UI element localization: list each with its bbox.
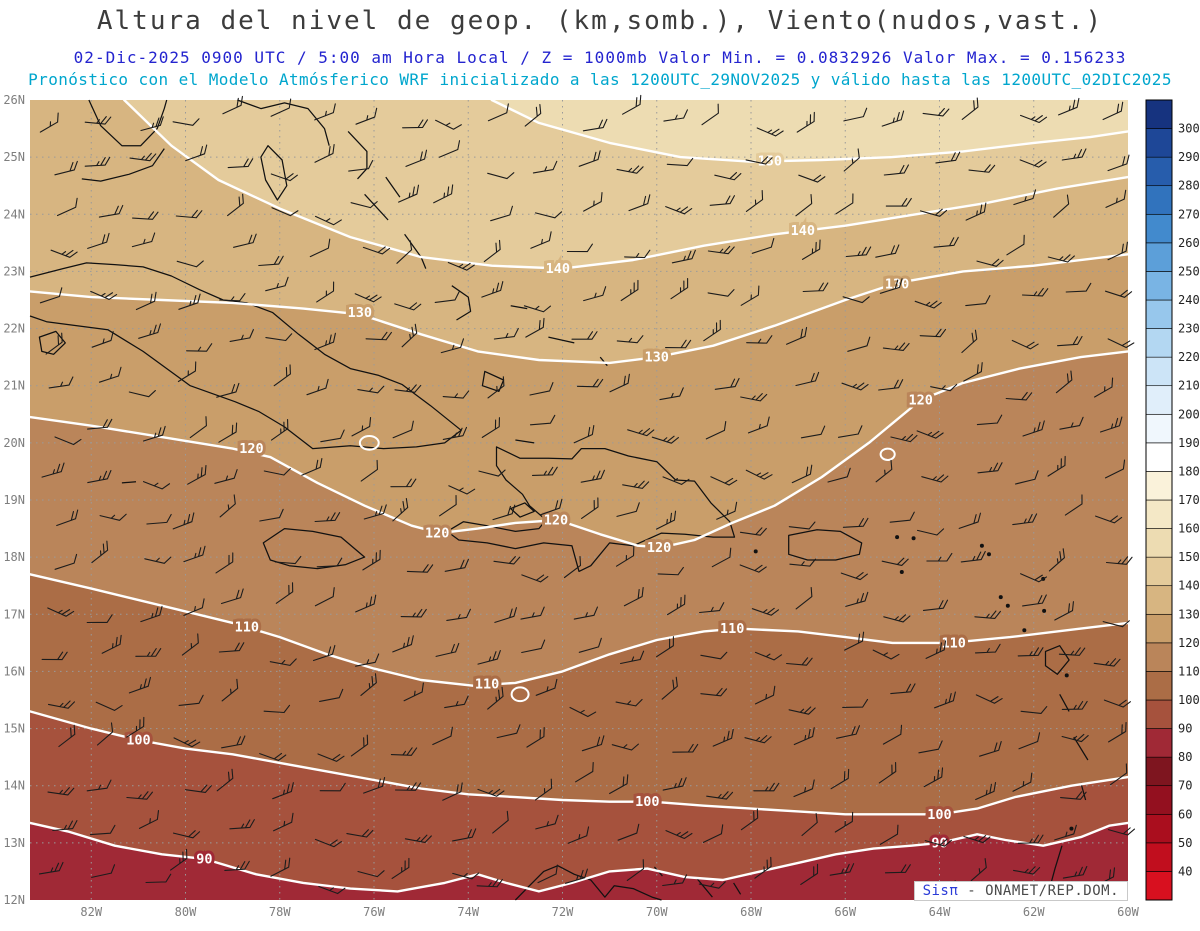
svg-text:82W: 82W (80, 905, 102, 919)
svg-text:140: 140 (791, 223, 815, 239)
svg-text:20N: 20N (3, 436, 25, 450)
svg-text:230: 230 (1178, 322, 1200, 336)
svg-text:130: 130 (645, 350, 669, 366)
svg-text:250: 250 (1178, 264, 1200, 278)
svg-text:72W: 72W (552, 905, 574, 919)
svg-text:80W: 80W (175, 905, 197, 919)
svg-text:290: 290 (1178, 150, 1200, 164)
svg-text:120: 120 (1178, 636, 1200, 650)
svg-text:120: 120 (647, 540, 671, 556)
svg-text:280: 280 (1178, 179, 1200, 193)
svg-text:270: 270 (1178, 207, 1200, 221)
svg-text:220: 220 (1178, 350, 1200, 364)
colorbar-labels: 40 50 60 70 80 90 100 110 120 130 140 150 160 170 180 1… (1178, 122, 1200, 879)
svg-text:150: 150 (758, 154, 782, 170)
page-title: Altura del nivel de geop. (km,somb.), Vi… (96, 6, 1104, 36)
svg-text:14N: 14N (3, 779, 25, 793)
svg-text:74W: 74W (457, 905, 479, 919)
svg-text:120: 120 (908, 393, 932, 409)
svg-text:160: 160 (1178, 522, 1200, 536)
svg-text:190: 190 (1178, 436, 1200, 450)
svg-text:110: 110 (941, 635, 965, 651)
svg-text:90: 90 (931, 835, 947, 851)
svg-text:60W: 60W (1117, 905, 1139, 919)
svg-text:23N: 23N (3, 264, 25, 278)
svg-text:180: 180 (1178, 464, 1200, 478)
svg-text:70W: 70W (646, 905, 668, 919)
svg-text:25N: 25N (3, 150, 25, 164)
colorbar: 40 50 60 70 80 90 100 110 120 130 140 150 160 170 180 1… (1145, 99, 1200, 901)
svg-text:13N: 13N (3, 836, 25, 850)
svg-text:70: 70 (1178, 779, 1192, 793)
svg-text:90: 90 (196, 851, 212, 867)
watermark: Sisπ - ONAMET/REP.DOM. (913, 881, 1128, 901)
svg-text:24N: 24N (3, 207, 25, 221)
svg-text:110: 110 (475, 677, 499, 693)
svg-text:140: 140 (546, 261, 570, 277)
svg-text:40: 40 (1178, 864, 1192, 878)
wind-barbs (38, 94, 1136, 895)
svg-text:110: 110 (720, 621, 744, 637)
svg-text:210: 210 (1178, 379, 1200, 393)
svg-text:120: 120 (425, 526, 449, 542)
svg-text:64W: 64W (929, 905, 951, 919)
svg-text:110: 110 (1178, 664, 1200, 678)
svg-text:100: 100 (927, 807, 951, 823)
subtitle-valid-time: 02-Dic-2025 0900 UTC / 5:00 am Hora Loca… (73, 48, 1127, 67)
svg-text:120: 120 (239, 441, 263, 457)
svg-text:62W: 62W (1023, 905, 1045, 919)
svg-text:240: 240 (1178, 293, 1200, 307)
svg-text:18N: 18N (3, 550, 25, 564)
svg-text:300: 300 (1178, 122, 1200, 136)
svg-text:21N: 21N (3, 379, 25, 393)
svg-text:16N: 16N (3, 664, 25, 678)
contour-lines (28, 98, 1130, 893)
svg-text:200: 200 (1178, 407, 1200, 421)
svg-text:19N: 19N (3, 493, 25, 507)
svg-text:260: 260 (1178, 236, 1200, 250)
contour-labels: 150 140 140 130 130 130 120 120 120 120 120 110 110 1… (123, 151, 969, 871)
svg-text:90: 90 (1178, 722, 1192, 736)
svg-text:150: 150 (1178, 550, 1200, 564)
svg-text:130: 130 (885, 277, 909, 293)
svg-text:120: 120 (544, 513, 568, 529)
svg-text:130: 130 (348, 305, 372, 321)
svg-text:15N: 15N (3, 722, 25, 736)
svg-text:22N: 22N (3, 322, 25, 336)
watermark-brand: Sisπ (922, 883, 959, 899)
svg-text:66W: 66W (834, 905, 856, 919)
svg-text:170: 170 (1178, 493, 1200, 507)
svg-text:100: 100 (1178, 693, 1200, 707)
svg-text:17N: 17N (3, 607, 25, 621)
svg-text:50: 50 (1178, 836, 1192, 850)
svg-text:12N: 12N (3, 893, 25, 907)
svg-text:100: 100 (635, 794, 659, 810)
svg-text:140: 140 (1178, 579, 1200, 593)
svg-text:110: 110 (235, 619, 259, 635)
svg-text:60: 60 (1178, 807, 1192, 821)
svg-text:78W: 78W (269, 905, 291, 919)
svg-text:26N: 26N (3, 93, 25, 107)
watermark-org: - ONAMET/REP.DOM. (958, 883, 1119, 899)
svg-text:80: 80 (1178, 750, 1192, 764)
grid-lines (30, 100, 1128, 900)
svg-text:76W: 76W (363, 905, 385, 919)
subtitle-model-info: Pronóstico con el Modelo Atmósferico WRF… (28, 70, 1172, 89)
axis-labels: 26N 25N 24N 23N 22N 21N 20N 19N 18N 17N 16N 15N 14N 1… (3, 93, 1139, 919)
svg-text:68W: 68W (740, 905, 762, 919)
svg-text:130: 130 (1178, 607, 1200, 621)
